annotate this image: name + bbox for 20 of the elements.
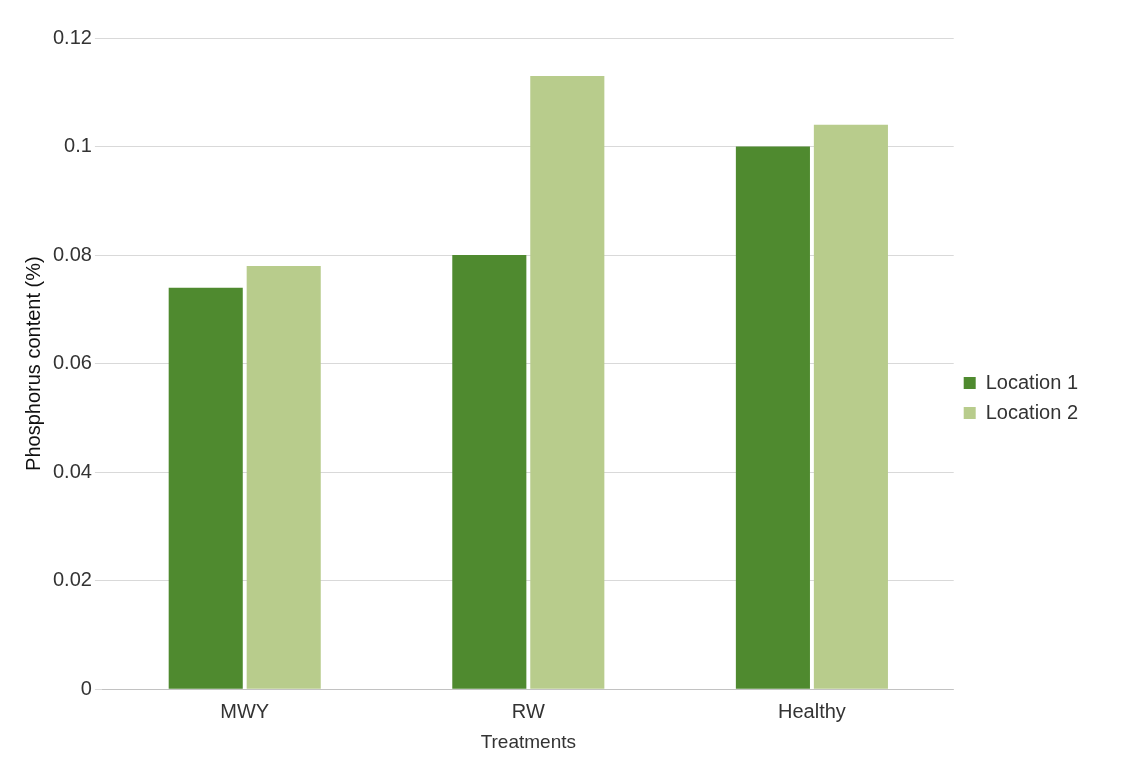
y-tick-label: 0 bbox=[80, 676, 92, 699]
y-tick-label: 0.04 bbox=[52, 459, 92, 482]
bar bbox=[168, 287, 243, 689]
legend-label: Location 2 bbox=[985, 400, 1078, 423]
y-axis-title: Phosphorus content (%) bbox=[21, 256, 44, 471]
bar bbox=[813, 124, 888, 689]
bar bbox=[246, 265, 321, 689]
legend-label: Location 1 bbox=[985, 370, 1078, 393]
bar bbox=[735, 146, 810, 689]
bar bbox=[452, 255, 527, 689]
y-tick-label: 0.12 bbox=[52, 25, 92, 48]
x-axis-title: Treatments bbox=[480, 730, 577, 752]
bar bbox=[530, 75, 605, 689]
y-tick-label: 0.08 bbox=[52, 242, 92, 265]
y-tick-label: 0.1 bbox=[64, 134, 92, 157]
x-tick-label: MWY bbox=[220, 699, 270, 722]
x-tick-label: RW bbox=[511, 699, 545, 722]
y-tick-label: 0.06 bbox=[52, 351, 92, 374]
x-tick-label: Healthy bbox=[778, 699, 846, 722]
y-tick-label: 0.02 bbox=[52, 568, 92, 591]
